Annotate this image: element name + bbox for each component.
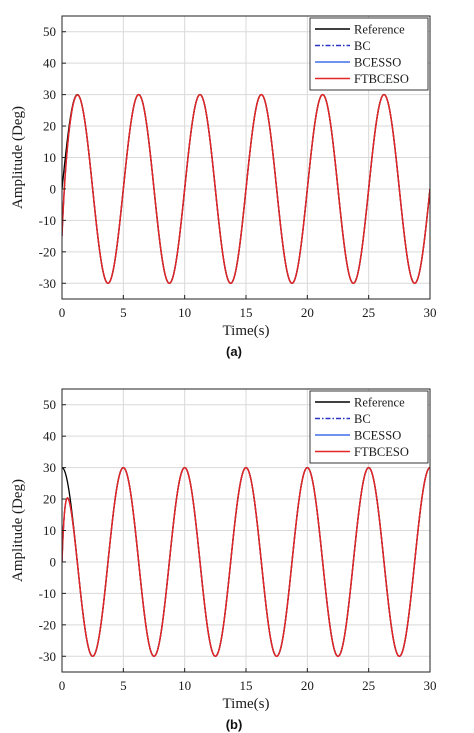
panel-label: (a) — [226, 344, 242, 359]
x-tick-label: 30 — [424, 305, 437, 320]
series-line-ftbceso — [62, 466, 430, 658]
x-tick-label: 15 — [240, 678, 253, 693]
chart-panel-a: 0 5 10 15 20 25 30 -30 -20 -10 0 10 20 30 40 50 Time(s) A… — [10, 15, 437, 359]
y-tick-label: 40 — [43, 429, 56, 444]
y-tick-label: -30 — [39, 649, 56, 664]
x-tick-label: 20 — [301, 678, 314, 693]
series-line-ftbceso — [62, 93, 430, 285]
x-tick-label: 10 — [178, 305, 191, 320]
y-tick-label: 30 — [43, 87, 56, 102]
x-tick-label: 0 — [59, 305, 66, 320]
y-tick-label: 40 — [43, 56, 56, 71]
legend-label-ftbceso: FTBCESO — [354, 445, 409, 459]
x-tick-label: 0 — [59, 678, 66, 693]
x-axis-label: Time(s) — [223, 696, 270, 712]
y-tick-label: 20 — [43, 119, 56, 134]
x-axis-label: Time(s) — [223, 323, 270, 339]
panel-label: (b) — [226, 717, 243, 732]
y-tick-label: 20 — [43, 492, 56, 507]
y-tick-label: -20 — [39, 617, 56, 632]
y-tick-label: 50 — [43, 24, 56, 39]
y-axis-label: Amplitude (Deg) — [10, 106, 26, 209]
y-tick-label: 0 — [50, 181, 57, 196]
x-tick-label: 25 — [362, 305, 375, 320]
y-tick-label: 10 — [43, 150, 56, 165]
y-tick-label: 50 — [43, 397, 56, 412]
legend-label-bc: BC — [354, 412, 371, 426]
x-tick-label: 30 — [424, 678, 437, 693]
legend: Reference BC BCESSO FTBCESO — [309, 17, 429, 91]
legend-label-bc: BC — [354, 39, 371, 53]
x-tick-label: 20 — [301, 305, 314, 320]
x-tick-label: 15 — [240, 305, 253, 320]
legend-label-ftbceso: FTBCESO — [354, 72, 409, 86]
plot-lines — [62, 466, 430, 658]
x-tick-label: 10 — [178, 678, 191, 693]
x-tick-label: 25 — [362, 678, 375, 693]
y-tick-label: 0 — [50, 554, 57, 569]
legend: Reference BC BCESSO FTBCESO — [309, 390, 429, 464]
y-tick-label: -30 — [39, 276, 56, 291]
legend-label-bcesso: BCESSO — [354, 429, 401, 443]
legend-label-reference: Reference — [354, 23, 405, 37]
legend-label-reference: Reference — [354, 396, 405, 410]
y-tick-label: 30 — [43, 460, 56, 475]
y-axis-label: Amplitude (Deg) — [10, 479, 26, 582]
chart-panel-b: 0 5 10 15 20 25 30 -30 -20 -10 0 10 20 30 40 50 Time(s) A… — [10, 388, 437, 732]
x-tick-label: 5 — [120, 305, 127, 320]
x-tick-label: 5 — [120, 678, 127, 693]
y-tick-label: 10 — [43, 523, 56, 538]
legend-label-bcesso: BCESSO — [354, 56, 401, 70]
y-tick-label: -10 — [39, 586, 56, 601]
y-tick-label: -10 — [39, 213, 56, 228]
y-tick-label: -20 — [39, 244, 56, 259]
plot-lines — [62, 93, 430, 285]
